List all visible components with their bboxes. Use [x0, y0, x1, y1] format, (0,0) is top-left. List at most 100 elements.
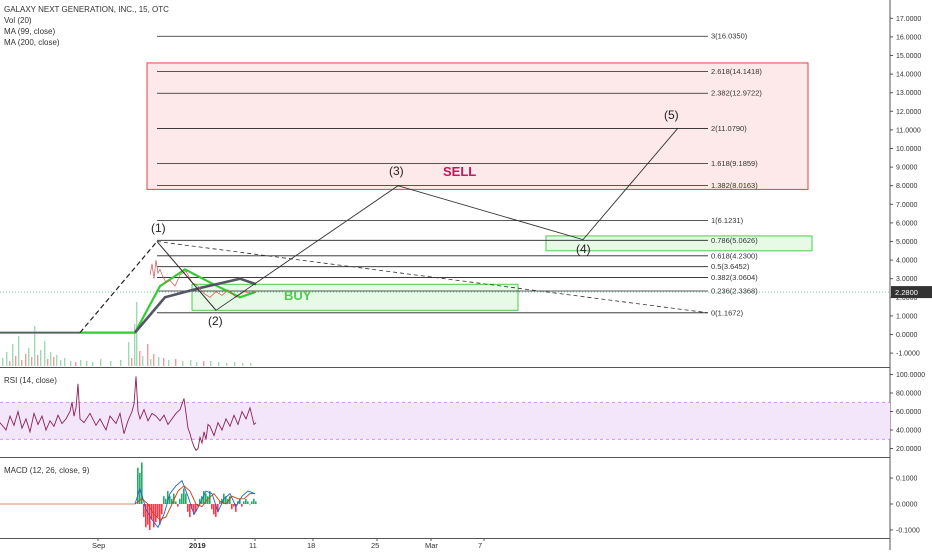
price-tick-label: 12.0000: [896, 109, 921, 116]
rsi-tick-label: 40.0000: [896, 428, 921, 435]
volume-bar: [60, 360, 62, 366]
volume-bar: [203, 361, 205, 366]
macd-histogram-bar: [211, 504, 213, 510]
macd-histogram-bar: [143, 504, 145, 517]
indicator-ma200[interactable]: MA (200, close): [4, 38, 60, 47]
macd-histogram-bar: [163, 496, 165, 504]
macd-histogram-bar: [235, 504, 237, 512]
volume-bar: [110, 361, 112, 366]
macd-histogram-bar: [215, 504, 217, 517]
volume-bar: [175, 359, 177, 366]
price-tick-label: 16.0000: [896, 34, 921, 41]
wave-label: (4): [576, 242, 591, 256]
price-tick-label: 10.0000: [896, 146, 921, 153]
macd-histogram-bar: [229, 496, 231, 504]
fib-level-label: 1(6.1231): [711, 216, 744, 225]
macd-histogram-bar: [149, 504, 151, 530]
macd-histogram-bar: [187, 504, 189, 512]
price-tick-label: 4.0000: [896, 258, 918, 265]
macd-histogram-bar: [153, 504, 155, 528]
volume-bar: [50, 352, 52, 366]
price-tick-label: 17.0000: [896, 16, 921, 23]
time-tick-label: Sep: [92, 541, 105, 550]
price-tick-label: -1.0000: [896, 351, 920, 358]
macd-histogram-bar: [171, 498, 173, 504]
macd-histogram-bar: [159, 504, 161, 525]
macd-histogram-bar: [161, 504, 163, 515]
rsi-tick-label: 20.0000: [896, 446, 921, 453]
volume-bar: [15, 356, 17, 366]
price-tick-label: 14.0000: [896, 72, 921, 79]
macd-tick-label: 0.0000: [896, 502, 918, 509]
macd-histogram-bar: [183, 488, 185, 504]
current-price-badge: [891, 286, 932, 299]
time-tick-label: 11: [249, 541, 257, 550]
price-tick-label: 7.0000: [896, 202, 918, 209]
fib-level-label: 2.618(14.1418): [711, 67, 762, 76]
macd-histogram-bar: [145, 504, 147, 528]
indicator-ma99[interactable]: MA (99, close): [4, 27, 56, 36]
indicator-vol[interactable]: Vol (20): [4, 16, 32, 25]
macd-histogram-bar: [219, 501, 221, 504]
macd-line: [134, 479, 256, 529]
volume-bar: [12, 344, 14, 366]
macd-histogram-bar: [137, 467, 139, 504]
wave-impulse-dashed: [79, 241, 158, 334]
volume-bar: [75, 362, 77, 366]
volume-bar: [37, 355, 39, 366]
macd-histogram-bar: [231, 504, 233, 510]
fib-level-label: 1.618(9.1859): [711, 159, 758, 168]
macd-histogram-bar: [233, 504, 235, 507]
volume-bar: [31, 357, 33, 366]
time-tick-label: 18: [307, 541, 315, 550]
volume-bar: [250, 363, 252, 366]
macd-histogram-bar: [167, 491, 169, 504]
wave-leg: [156, 241, 217, 311]
time-tick-label: Mar: [425, 541, 438, 550]
volume-bar: [234, 362, 236, 366]
macd-histogram-bar: [185, 493, 187, 504]
fib-level-label: 0.5(3.6452): [711, 262, 750, 271]
macd-histogram-bar: [249, 504, 251, 505]
time-tick-label: 2019: [189, 541, 206, 550]
volume-bar: [139, 351, 141, 366]
macd-histogram-bar: [243, 501, 245, 504]
macd-histogram-bar: [179, 498, 181, 504]
fib-level-label: 0.618(4.2300): [711, 251, 758, 260]
symbol-title[interactable]: GALAXY NEXT GENERATION, INC., 15, OTC: [4, 5, 169, 14]
sell-annotation: SELL: [443, 164, 476, 179]
wave-label: (3): [389, 164, 404, 178]
volume-bar: [150, 359, 152, 366]
rsi-label[interactable]: RSI (14, close): [4, 376, 57, 385]
wave4-zone-box: [545, 235, 813, 252]
macd-histogram-bar: [205, 493, 207, 504]
chart-legend: GALAXY NEXT GENERATION, INC., 15, OTC Vo…: [4, 4, 169, 48]
macd-histogram-bar: [253, 498, 255, 504]
time-tick-label: 7: [478, 541, 482, 550]
volume-bar: [40, 350, 42, 366]
macd-histogram-bar: [203, 491, 205, 504]
price-tick-label: 11.0000: [896, 127, 921, 134]
volume-bar: [128, 342, 130, 366]
price-tick-label: 1.0000: [896, 313, 918, 320]
macd-histogram-bar: [169, 496, 171, 504]
volume-bar: [2, 358, 4, 366]
price-candles: [149, 260, 257, 298]
macd-label[interactable]: MACD (12, 26, close, 9): [4, 466, 90, 475]
volume-bar: [53, 357, 55, 366]
current-price-label: 2.2800: [895, 288, 918, 297]
volume-bar: [70, 361, 72, 366]
price-tick-label: 13.0000: [896, 90, 921, 97]
price-tick-label: 8.0000: [896, 183, 918, 190]
macd-histogram-bar: [175, 501, 177, 504]
volume-bar: [9, 361, 11, 366]
volume-bar: [218, 362, 220, 366]
volume-bar: [100, 359, 102, 366]
macd-histogram-bar: [193, 504, 195, 515]
volume-bar: [6, 352, 8, 366]
macd-histogram-bar: [247, 501, 249, 504]
price-tick-label: 3.0000: [896, 276, 918, 283]
volume-bar: [120, 360, 122, 366]
volume-bar: [28, 348, 30, 366]
